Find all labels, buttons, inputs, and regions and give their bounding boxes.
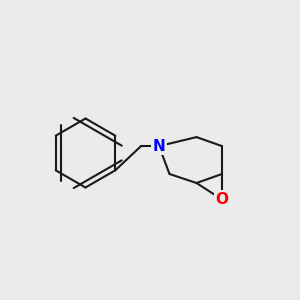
Text: N: N	[153, 139, 165, 154]
Text: O: O	[215, 192, 229, 207]
